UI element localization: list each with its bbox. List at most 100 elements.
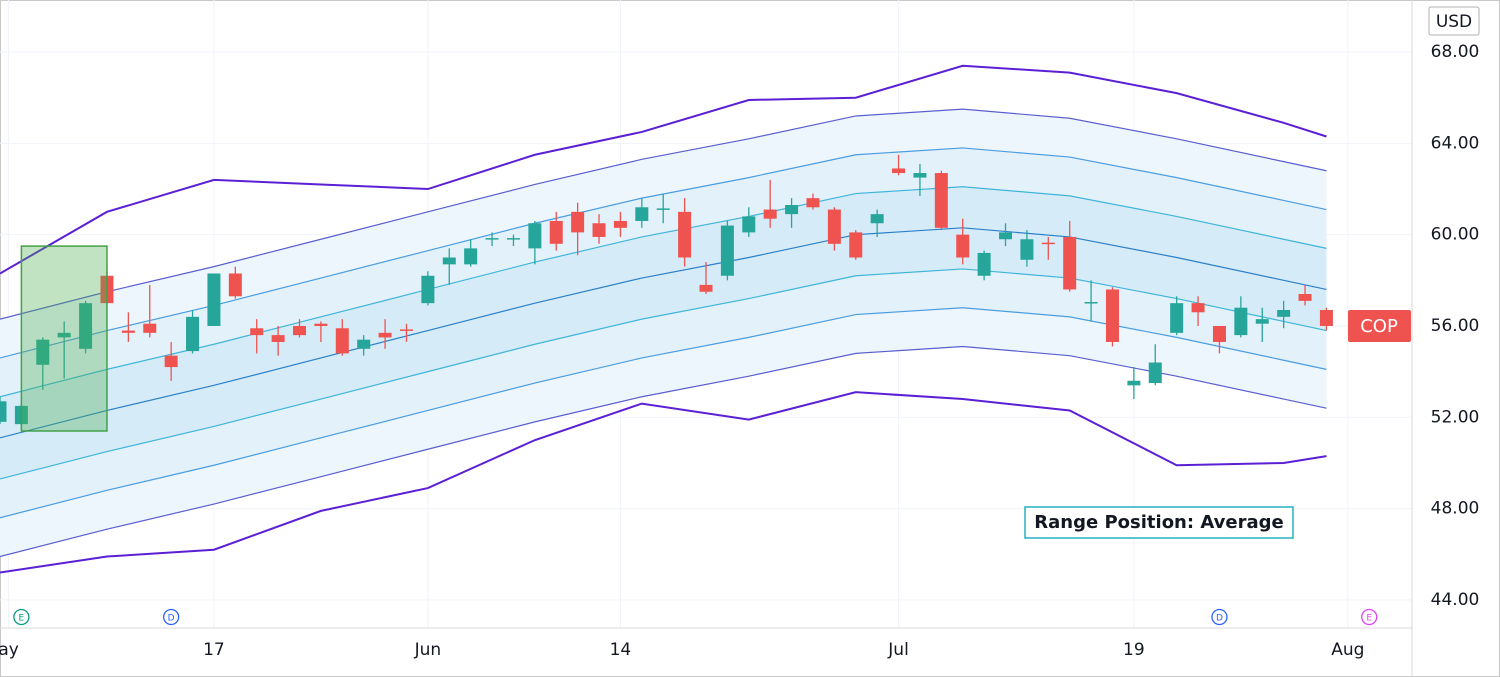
bands	[0, 64, 1327, 574]
y-tick-label: 52.00	[1431, 407, 1480, 427]
band-line	[0, 391, 1327, 574]
event-marker	[163, 608, 180, 626]
y-tick-label: 56.00	[1431, 316, 1480, 336]
candle-body	[164, 355, 178, 368]
candle-body	[421, 275, 435, 304]
candle-body	[1298, 294, 1312, 301]
candles	[0, 154, 1333, 429]
currency-box	[1428, 6, 1480, 36]
annotation: Range Position: Average	[1034, 512, 1283, 533]
candle-body	[464, 248, 478, 265]
candle-body	[1020, 239, 1034, 260]
candle-body	[0, 401, 7, 422]
candle-body	[1191, 303, 1205, 313]
candle-body	[36, 339, 50, 365]
candle-body	[207, 273, 221, 326]
candle-body	[742, 216, 756, 233]
candle-body	[1041, 242, 1055, 245]
currency: USD	[1436, 12, 1472, 32]
candle-body	[335, 328, 349, 354]
candle-body	[699, 284, 713, 292]
event-label: E	[19, 614, 25, 624]
candle-body	[977, 252, 991, 276]
last-price-text: COP	[1360, 316, 1398, 337]
candle-body	[506, 238, 520, 240]
candle-body	[1084, 302, 1098, 304]
candle-body	[357, 339, 371, 349]
candle-body	[1148, 362, 1162, 384]
event-marker	[1361, 608, 1378, 626]
y-tick-label: 64.00	[1431, 133, 1480, 153]
candle-body	[1319, 310, 1333, 326]
candle-body	[892, 168, 906, 174]
candle-body	[186, 316, 200, 352]
band-line	[0, 108, 1327, 320]
x-tick-label: 19	[1123, 640, 1145, 660]
band-fill	[0, 186, 1327, 479]
event-marker	[1211, 608, 1228, 626]
candle-body	[806, 198, 820, 208]
candle-body	[1255, 319, 1269, 324]
y-tick-label: 68.00	[1431, 42, 1480, 62]
x-tick-label: 14	[610, 640, 632, 660]
candle-body	[121, 330, 135, 333]
event-label: D	[168, 614, 175, 624]
candle-body	[1170, 303, 1184, 333]
band-line	[0, 227, 1327, 439]
candle-body	[592, 223, 606, 237]
candle-body	[528, 223, 542, 249]
candle-body	[1127, 380, 1141, 386]
candle-body	[549, 220, 563, 244]
event-marker	[13, 608, 30, 626]
candle-body	[613, 220, 627, 228]
band-line	[0, 186, 1327, 398]
event-label: E	[1366, 614, 1372, 624]
candle-body	[571, 211, 585, 233]
x-tick-label: Jun	[414, 640, 442, 660]
band-line	[0, 307, 1327, 519]
candle-body	[849, 232, 863, 258]
candle-body	[442, 257, 456, 265]
y-tick-label: 48.00	[1431, 499, 1480, 519]
candle-body	[956, 234, 970, 258]
candle-body	[143, 323, 157, 333]
candle-body	[1063, 236, 1077, 290]
event-label: D	[1216, 614, 1223, 624]
candle-body	[720, 225, 734, 276]
candle-body	[999, 232, 1013, 240]
candle-body	[1105, 289, 1119, 342]
candle-body	[827, 209, 841, 244]
x-tick-label: Aug	[1331, 640, 1364, 660]
candle-body	[635, 207, 649, 221]
candle-body	[1212, 325, 1226, 342]
highlight-box	[20, 245, 108, 432]
x-tick-label: 17	[203, 640, 225, 660]
candle-body	[1277, 310, 1291, 317]
candle-body	[378, 332, 392, 338]
candle-body	[934, 173, 948, 228]
candle-body	[314, 323, 328, 326]
candle-body	[678, 211, 692, 258]
candle-body	[293, 325, 307, 336]
candle-body	[1234, 307, 1248, 336]
x-tick-label: Jul	[887, 640, 909, 660]
last-price-box	[1348, 309, 1411, 342]
candle-body	[913, 173, 927, 178]
candle-body	[870, 214, 884, 224]
candle-body	[485, 238, 499, 240]
candle-body	[399, 329, 413, 331]
y-tick-label: 44.00	[1431, 590, 1480, 610]
band-line	[0, 147, 1327, 359]
candle-body	[250, 328, 264, 336]
candle-body	[271, 335, 285, 342]
band-line	[0, 268, 1327, 480]
y-tick-label: 60.00	[1431, 225, 1480, 245]
candle-body	[763, 209, 777, 219]
candle-body	[57, 332, 71, 338]
annotation-box	[1024, 506, 1294, 539]
candle-body	[79, 303, 93, 349]
x-tick-label: ay	[0, 640, 19, 660]
